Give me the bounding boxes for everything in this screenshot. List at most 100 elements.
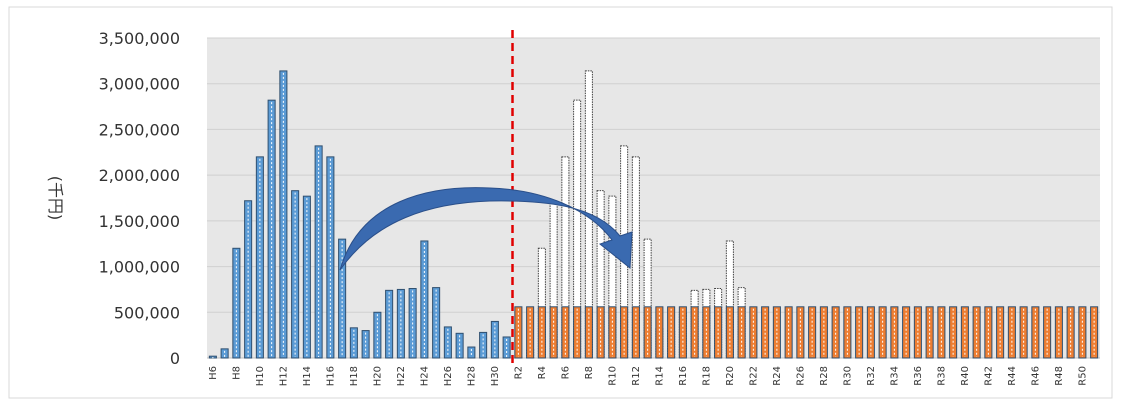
x-tick-label: H22 (396, 366, 407, 386)
bar (949, 306, 958, 359)
bar (855, 306, 864, 359)
x-tick-label: R48 (1054, 366, 1065, 386)
x-tick-label: R32 (866, 366, 877, 386)
bar (1054, 306, 1063, 359)
bar (1031, 306, 1040, 359)
x-tick-label: R34 (889, 366, 900, 386)
y-tick-label: 0 (170, 349, 180, 368)
bar (267, 99, 276, 359)
bar (573, 306, 582, 359)
bar (808, 306, 817, 359)
y-tick-label: 500,000 (114, 303, 180, 322)
x-tick-label: R50 (1077, 366, 1088, 386)
bar (678, 306, 687, 359)
bar (749, 306, 758, 359)
bar (737, 306, 746, 359)
x-tick-label: R22 (748, 366, 759, 386)
x-tick-label: R30 (842, 366, 853, 386)
bar (385, 289, 394, 359)
x-tick-label: R42 (983, 366, 994, 386)
bar (1019, 306, 1028, 359)
bar (996, 306, 1005, 359)
bar (913, 306, 922, 359)
x-tick-label: H18 (349, 366, 360, 386)
x-tick-label: R4 (537, 366, 548, 379)
bar (631, 156, 640, 359)
bar (608, 306, 617, 359)
y-axis-label: (千円) (46, 176, 65, 221)
bar (1090, 306, 1099, 359)
bar (667, 306, 676, 359)
bar (514, 306, 523, 359)
bar (620, 306, 629, 359)
bar (1043, 306, 1052, 359)
bar (643, 238, 652, 359)
bar (725, 306, 734, 359)
x-tick-label: R24 (772, 366, 783, 386)
x-tick-label: H12 (278, 366, 289, 386)
bar (631, 306, 640, 359)
bar (819, 306, 828, 359)
x-tick-label: H16 (325, 366, 336, 386)
bar (690, 306, 699, 359)
x-tick-label: R12 (631, 366, 642, 386)
x-tick-label: R2 (513, 366, 524, 379)
x-tick-label: H28 (466, 366, 477, 386)
bar (467, 346, 476, 359)
x-tick-label: R26 (795, 366, 806, 386)
x-tick-label: R44 (1007, 366, 1018, 386)
bar (702, 306, 711, 359)
bar (608, 195, 617, 359)
x-tick-label: R20 (725, 366, 736, 386)
bar (925, 306, 934, 359)
bar (772, 306, 781, 359)
x-tick-label: R10 (607, 366, 618, 386)
bar (902, 306, 911, 359)
bar (984, 306, 993, 359)
x-tick-label: R14 (654, 366, 665, 386)
bar (960, 306, 969, 359)
y-tick-label: 3,500,000 (99, 29, 180, 48)
bar (584, 306, 593, 359)
bar (643, 306, 652, 359)
x-tick-label: R38 (936, 366, 947, 386)
x-tick-label: H24 (419, 366, 430, 386)
bar (714, 306, 723, 359)
bar (302, 195, 311, 359)
x-tick-label: R6 (560, 366, 571, 379)
y-tick-label: 2,500,000 (99, 120, 180, 139)
x-tick-label: R36 (913, 366, 924, 386)
bar (878, 306, 887, 359)
x-tick-label: R46 (1030, 366, 1041, 386)
bar (326, 156, 335, 359)
bar (890, 306, 899, 359)
bar (537, 306, 546, 359)
y-tick-label: 1,500,000 (99, 212, 180, 231)
x-tick-label: H20 (372, 366, 383, 386)
x-tick-label: H8 (231, 366, 242, 380)
bar (831, 306, 840, 359)
bar (549, 306, 558, 359)
bar (1007, 306, 1016, 359)
y-tick-label: 3,000,000 (99, 75, 180, 94)
bar (361, 330, 370, 359)
bar (1066, 306, 1075, 359)
bar (866, 306, 875, 359)
bar (843, 306, 852, 359)
bar (655, 306, 664, 359)
bar (796, 306, 805, 359)
y-tick-label: 2,000,000 (99, 166, 180, 185)
bar (972, 306, 981, 359)
bar (561, 306, 570, 359)
x-tick-label: R28 (819, 366, 830, 386)
bar (784, 306, 793, 359)
y-tick-label: 1,000,000 (99, 258, 180, 277)
x-tick-label: R18 (701, 366, 712, 386)
x-tick-label: H6 (208, 366, 219, 380)
bar (561, 156, 570, 359)
plot-area (207, 38, 1100, 358)
x-tick-label: H10 (255, 366, 266, 386)
x-tick-label: H26 (443, 366, 454, 386)
x-tick-label: R40 (960, 366, 971, 386)
